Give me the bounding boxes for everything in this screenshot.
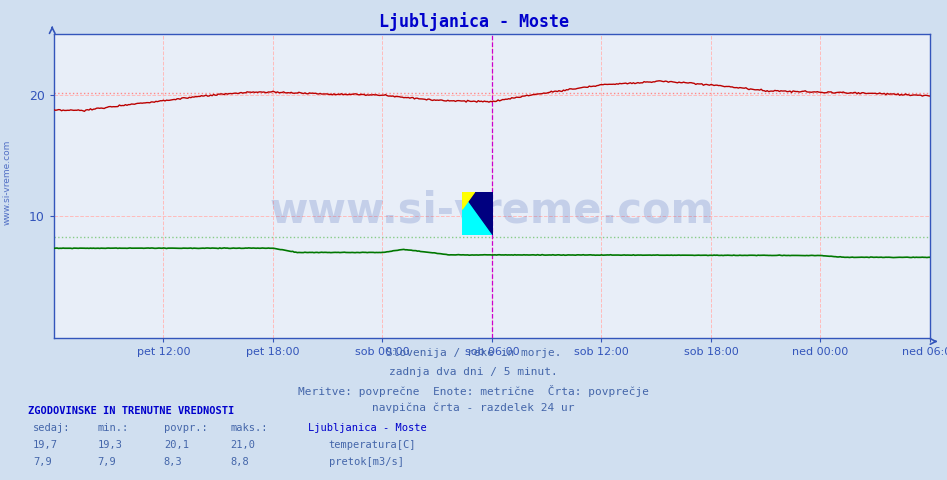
Text: www.si-vreme.com: www.si-vreme.com xyxy=(3,140,12,225)
Text: 7,9: 7,9 xyxy=(98,457,116,467)
Text: 8,8: 8,8 xyxy=(230,457,249,467)
Text: zadnja dva dni / 5 minut.: zadnja dva dni / 5 minut. xyxy=(389,367,558,377)
Text: Ljubljanica - Moste: Ljubljanica - Moste xyxy=(379,12,568,31)
Text: 7,9: 7,9 xyxy=(33,457,52,467)
Text: ZGODOVINSKE IN TRENUTNE VREDNOSTI: ZGODOVINSKE IN TRENUTNE VREDNOSTI xyxy=(28,406,235,416)
Polygon shape xyxy=(462,192,493,235)
Text: povpr.:: povpr.: xyxy=(164,423,207,433)
Polygon shape xyxy=(462,192,474,209)
Text: min.:: min.: xyxy=(98,423,129,433)
Polygon shape xyxy=(462,192,493,235)
Text: navpična črta - razdelek 24 ur: navpična črta - razdelek 24 ur xyxy=(372,402,575,413)
Text: 19,7: 19,7 xyxy=(33,440,58,450)
Text: 20,1: 20,1 xyxy=(164,440,188,450)
Text: 8,3: 8,3 xyxy=(164,457,183,467)
Text: maks.:: maks.: xyxy=(230,423,268,433)
Text: 21,0: 21,0 xyxy=(230,440,255,450)
Text: pretok[m3/s]: pretok[m3/s] xyxy=(329,457,403,467)
Text: Slovenija / reke in morje.: Slovenija / reke in morje. xyxy=(385,348,562,358)
Text: www.si-vreme.com: www.si-vreme.com xyxy=(270,190,714,231)
Text: Meritve: povprečne  Enote: metrične  Črta: povprečje: Meritve: povprečne Enote: metrične Črta:… xyxy=(298,385,649,397)
Text: sedaj:: sedaj: xyxy=(33,423,71,433)
Text: temperatura[C]: temperatura[C] xyxy=(329,440,416,450)
Text: Ljubljanica - Moste: Ljubljanica - Moste xyxy=(308,423,426,433)
Text: 19,3: 19,3 xyxy=(98,440,122,450)
